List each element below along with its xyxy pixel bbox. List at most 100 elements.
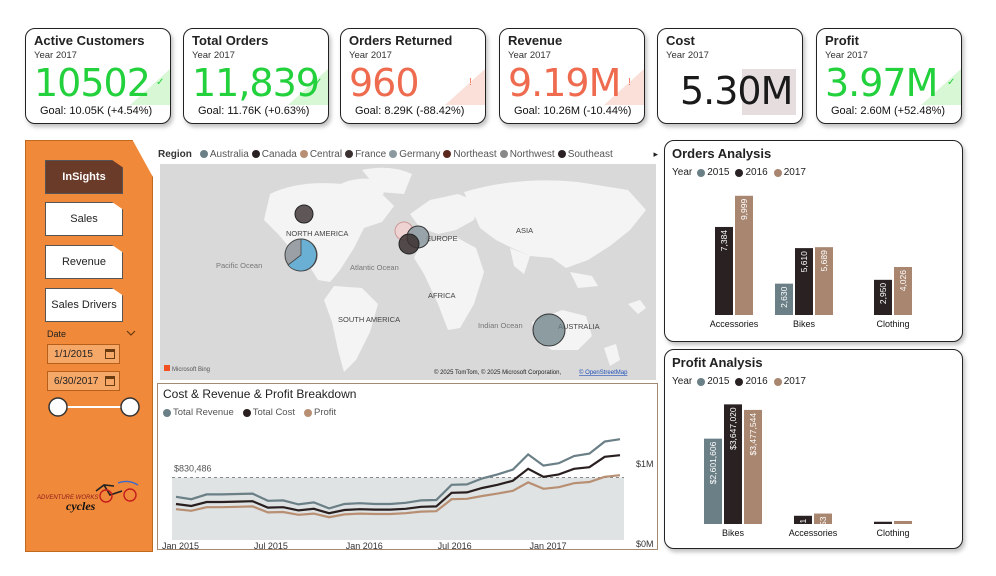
orders-bar-clothing-2017[interactable] bbox=[894, 266, 912, 315]
logo-line1: ADVENTURE WORKS bbox=[36, 495, 98, 501]
kpi-title: Revenue bbox=[508, 33, 563, 48]
data-label: $3,647,020 bbox=[728, 407, 738, 450]
series-line-profit[interactable] bbox=[175, 474, 621, 519]
slider-end-handle[interactable] bbox=[120, 397, 140, 417]
legend-label: Profit bbox=[313, 407, 337, 418]
date-range-slider[interactable] bbox=[46, 396, 142, 420]
profit-bar-clothing-2017[interactable] bbox=[894, 520, 912, 524]
end-date-input[interactable]: 6/30/2017 bbox=[47, 371, 120, 391]
legend-dot bbox=[557, 150, 566, 158]
legend-item-total-revenue[interactable]: Total Revenue bbox=[163, 407, 234, 418]
orders-bar-accessories-2016[interactable] bbox=[715, 226, 733, 315]
legend-item-2017[interactable]: 2017 bbox=[773, 167, 806, 178]
legend-dot bbox=[735, 168, 744, 177]
kpi-value: 10502 bbox=[34, 61, 151, 105]
profit-bar-bikes-2015[interactable] bbox=[704, 438, 722, 524]
legend-item-2017[interactable]: 2017 bbox=[773, 376, 806, 387]
x-tick-label: Jan 2015 bbox=[162, 541, 199, 550]
legend-item-southeast[interactable]: Southeast bbox=[557, 149, 613, 160]
profit-bar-clothing-2016[interactable] bbox=[874, 521, 892, 524]
slider-start-handle[interactable] bbox=[48, 397, 68, 417]
kpi-card-total-orders[interactable]: Total Orders Year 2017 11,839 ✓ Goal: 11.76K… bbox=[183, 28, 329, 124]
calendar-icon[interactable] bbox=[105, 376, 115, 386]
label-south-america: SOUTH AMERICA bbox=[338, 315, 400, 324]
data-label: 9,999 bbox=[739, 199, 749, 221]
legend-item-australia[interactable]: Australia bbox=[199, 149, 249, 160]
nav-button-revenue[interactable]: Revenue bbox=[45, 245, 123, 279]
profit-bar-accessories-2017[interactable] bbox=[814, 513, 832, 524]
orders-bar-bikes-2015[interactable] bbox=[775, 283, 793, 315]
legend-next-icon[interactable]: ▸ bbox=[653, 148, 658, 159]
data-label: 2,950 bbox=[878, 283, 888, 305]
chevron-down-icon[interactable] bbox=[126, 329, 136, 337]
legend-item-central[interactable]: Central bbox=[299, 149, 342, 160]
legend-item-2016[interactable]: 2016 bbox=[735, 376, 768, 387]
start-date-input[interactable]: 1/1/2015 bbox=[47, 344, 120, 364]
data-label: 2,630 bbox=[779, 286, 789, 308]
orders-bar-clothing-2016[interactable] bbox=[874, 279, 892, 315]
label-europe: EUROPE bbox=[426, 234, 458, 243]
data-label: 5,689 bbox=[819, 250, 829, 272]
kpi-goal: Goal: 10.05K (+4.54%) bbox=[40, 105, 153, 117]
legend-label: 2016 bbox=[745, 376, 768, 387]
profit-bar-chart[interactable]: $2,601,606 $3,647,020 $3,477,544 Bikes $250,… bbox=[665, 394, 962, 544]
series-line-total-revenue[interactable] bbox=[175, 438, 621, 510]
label-north-america: NORTH AMERICA bbox=[286, 229, 348, 238]
profit-bar-accessories-2016[interactable] bbox=[794, 515, 812, 524]
legend-item-canada[interactable]: Canada bbox=[251, 149, 297, 160]
series-line-total-cost[interactable] bbox=[175, 454, 621, 515]
kpi-card-active-customers[interactable]: Active Customers Year 2017 10502 ✓ Goal: 10.… bbox=[25, 28, 171, 124]
nav-button-sales-drivers[interactable]: Sales Drivers bbox=[45, 288, 123, 322]
legend-item-2015[interactable]: 2015 bbox=[697, 376, 729, 387]
year-legend-label: Year bbox=[672, 167, 693, 178]
legend-dot bbox=[345, 150, 354, 158]
legend-dot bbox=[251, 150, 260, 158]
legend-item-2015[interactable]: 2015 bbox=[697, 167, 729, 178]
orders-bar-accessories-2017[interactable] bbox=[735, 195, 753, 315]
kpi-status-icon: ✓ bbox=[156, 77, 165, 88]
legend-item-northwest[interactable]: Northwest bbox=[499, 148, 555, 160]
world-map[interactable]: NORTH AMERICA EUROPE ASIA AFRICA SOUTH A… bbox=[158, 164, 658, 380]
kpi-card-cost[interactable]: Cost Year 2017 5.30M bbox=[657, 28, 803, 124]
calendar-icon[interactable] bbox=[105, 349, 115, 359]
kpi-year: Year 2017 bbox=[666, 50, 709, 61]
label-pacific-ocean: Pacific Ocean bbox=[216, 261, 262, 270]
orders-bar-chart[interactable]: 7,384 9,999 Accessories 2,630 5,610 5,689 Bike… bbox=[665, 185, 962, 335]
orders-bar-bikes-2017[interactable] bbox=[815, 247, 833, 315]
legend-item-france[interactable]: France bbox=[345, 149, 386, 160]
category-label: Clothing bbox=[876, 528, 909, 538]
breakdown-line-plot[interactable]: $830,486 $1M $0M Jan 2015 Jul 2015 Jan 2016 Ju… bbox=[158, 420, 657, 550]
kpi-year: Year 2017 bbox=[825, 50, 868, 61]
nav-button-insights[interactable]: InSights bbox=[45, 160, 123, 194]
kpi-card-revenue[interactable]: Revenue Year 2017 9.19M! Goal: 10.26M (-10.… bbox=[499, 28, 645, 124]
kpi-value: 5.30M bbox=[680, 69, 793, 113]
legend-item-germany[interactable]: Germany bbox=[389, 149, 440, 160]
legend-label: France bbox=[355, 148, 387, 160]
category-label: Clothing bbox=[876, 319, 909, 329]
legend-item-profit[interactable]: Profit bbox=[303, 407, 337, 418]
adventure-works-logo: ADVENTURE WORKS cycles bbox=[36, 480, 139, 513]
profit-bar-bikes-2016[interactable] bbox=[724, 404, 742, 524]
legend-item-2016[interactable]: 2016 bbox=[735, 167, 768, 178]
legend-item-total-cost[interactable]: Total Cost bbox=[242, 407, 295, 418]
x-tick-label: Jan 2016 bbox=[346, 541, 383, 550]
legend-dot bbox=[299, 150, 308, 158]
legend-item-northeast[interactable]: Northeast bbox=[443, 149, 497, 160]
profit-bar-bikes-2017[interactable] bbox=[744, 409, 762, 524]
nav-button-sales[interactable]: Sales bbox=[45, 202, 123, 236]
kpi-card-orders-returned[interactable]: Orders Returned Year 2017 960! Goal: 8.29K … bbox=[340, 28, 486, 124]
kpi-goal: Goal: 8.29K (-88.42%) bbox=[355, 105, 465, 117]
orders-bar-bikes-2016[interactable] bbox=[795, 248, 813, 315]
kpi-card-profit[interactable]: Profit Year 2017 3.97M ✓ Goal: 2.60M (+52.48… bbox=[816, 28, 962, 124]
legend-label: Total Revenue bbox=[173, 407, 234, 418]
navigation-panel: InSights Sales Revenue Sales Drivers Dat… bbox=[25, 140, 153, 552]
bubble-france[interactable] bbox=[398, 233, 420, 255]
openstreetmap-link[interactable]: © OpenStreetMap bbox=[579, 369, 628, 376]
legend-label: Northwest bbox=[509, 148, 555, 160]
date-slicer-label: Date bbox=[47, 329, 67, 339]
kpi-status-icon: ! bbox=[628, 77, 631, 88]
bubble-canada[interactable] bbox=[294, 204, 314, 224]
kpi-year: Year 2017 bbox=[508, 50, 551, 61]
bubble-australia[interactable] bbox=[532, 313, 566, 347]
label-indian-ocean: Indian Ocean bbox=[478, 321, 523, 330]
